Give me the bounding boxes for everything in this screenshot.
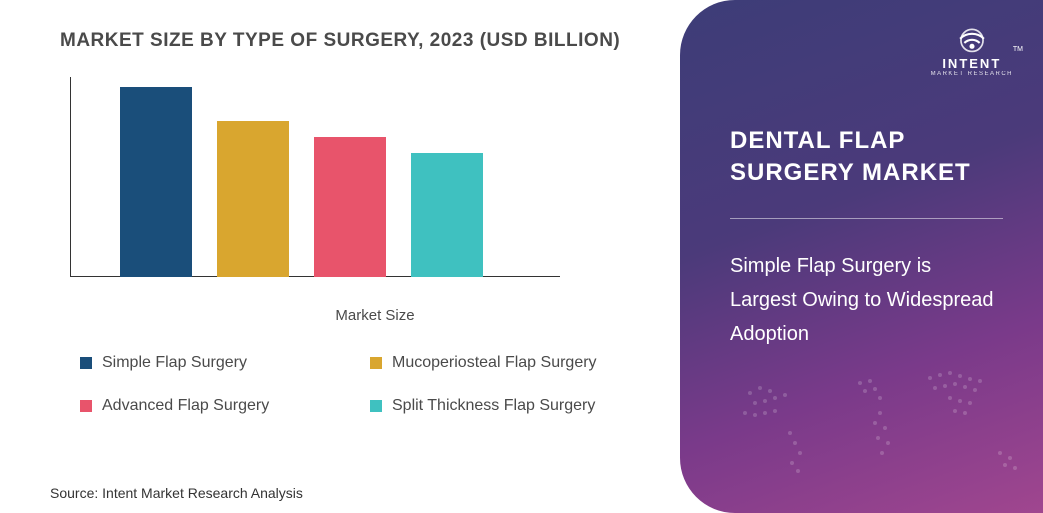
legend-label: Mucoperiosteal Flap Surgery (392, 354, 597, 372)
world-map-decoration (700, 343, 1043, 513)
bar-2 (314, 137, 386, 277)
bars-container (100, 77, 560, 277)
legend-item-3: Split Thickness Flap Surgery (370, 397, 640, 415)
y-axis (70, 77, 71, 277)
chart-area (70, 77, 640, 297)
bar-3 (411, 153, 483, 277)
trademark: TM (1013, 46, 1023, 53)
chart-title: MARKET SIZE BY TYPE OF SURGERY, 2023 (US… (60, 30, 640, 52)
source-text: Source: Intent Market Research Analysis (50, 485, 303, 501)
legend: Simple Flap Surgery Mucoperiosteal Flap S… (80, 354, 640, 415)
market-title-line2: SURGERY MARKET (730, 159, 971, 186)
market-title: DENTAL FLAP SURGERY MARKET (730, 125, 1003, 190)
bar-0 (120, 87, 192, 277)
legend-item-2: Advanced Flap Surgery (80, 397, 350, 415)
legend-item-1: Mucoperiosteal Flap Surgery (370, 354, 640, 372)
legend-item-0: Simple Flap Surgery (80, 354, 350, 372)
legend-swatch (370, 400, 382, 412)
brand-logo: INTENT MARKET RESEARCH TM (931, 20, 1013, 77)
x-axis-label: Market Size (110, 307, 640, 324)
legend-swatch (80, 357, 92, 369)
legend-label: Split Thickness Flap Surgery (392, 397, 595, 415)
info-panel: INTENT MARKET RESEARCH TM DENTAL FLAP SU… (680, 0, 1043, 513)
logo-subtitle: MARKET RESEARCH (931, 71, 1013, 77)
insight-text: Simple Flap Surgery is Largest Owing to … (730, 249, 1003, 351)
bar-1 (217, 121, 289, 277)
logo-text: INTENT (942, 56, 1001, 71)
chart-panel: MARKET SIZE BY TYPE OF SURGERY, 2023 (US… (0, 0, 680, 513)
legend-label: Simple Flap Surgery (102, 354, 247, 372)
legend-swatch (370, 357, 382, 369)
legend-swatch (80, 400, 92, 412)
wifi-icon (955, 20, 989, 54)
legend-label: Advanced Flap Surgery (102, 397, 269, 415)
divider (730, 218, 1003, 219)
market-title-line1: DENTAL FLAP (730, 127, 905, 154)
